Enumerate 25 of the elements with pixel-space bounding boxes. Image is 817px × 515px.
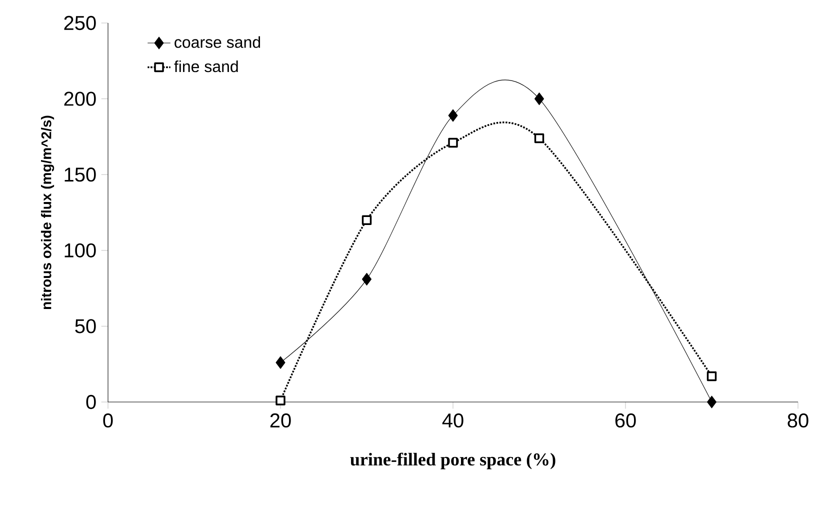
y-tick-label: 150	[64, 168, 96, 182]
point	[448, 109, 458, 122]
point	[448, 138, 458, 148]
point	[276, 356, 286, 369]
point	[362, 272, 372, 286]
x-tick-label: 0	[103, 413, 113, 428]
legend-label: coarse sand	[174, 36, 260, 48]
y-tick-label: 100	[64, 243, 96, 258]
x-tick-label: 60	[615, 413, 636, 428]
y-axis-title: nitrous oxide flux (mg/m^2/s)	[40, 116, 54, 310]
y-tick-label: 200	[64, 92, 96, 106]
x-tick-label: 80	[788, 413, 808, 428]
point	[706, 396, 717, 408]
y-tick-label: 250	[64, 16, 96, 30]
x-tick-label: 20	[270, 413, 291, 428]
point	[534, 92, 544, 106]
point	[362, 215, 372, 225]
y-tick-label: 50	[75, 319, 96, 334]
x-tick-label: 40	[442, 413, 464, 428]
x-axis-title: urine-filled pore space (%)	[350, 452, 556, 470]
point	[276, 396, 286, 406]
point	[706, 371, 717, 382]
y-tick-label: 0	[86, 394, 96, 410]
legend-label: fine sand	[174, 60, 238, 72]
point	[534, 133, 544, 144]
